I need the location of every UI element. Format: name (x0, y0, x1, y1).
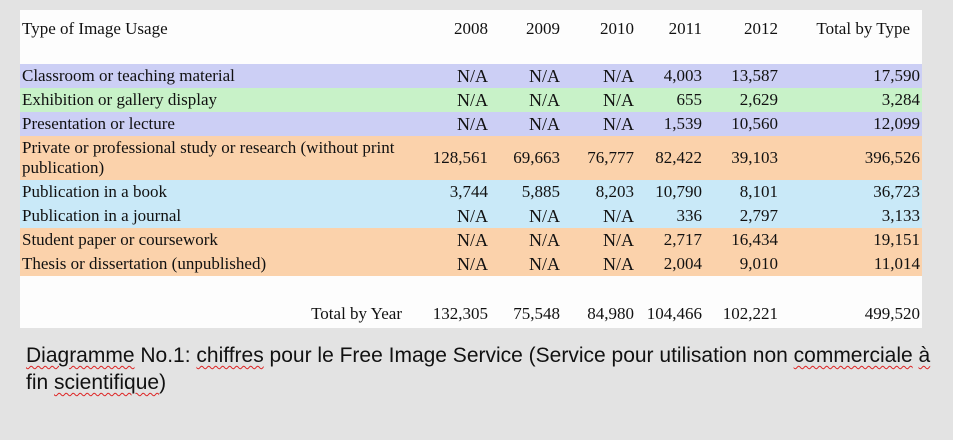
caption-text: pour le Free Image Service (Service pour… (263, 344, 794, 367)
cell-value: N/A (529, 65, 560, 86)
header-year: 2010 (600, 19, 634, 38)
data-table-sheet: Type of Image Usage 2008 2009 2010 2011 … (20, 10, 922, 328)
cell-value: N/A (457, 253, 488, 274)
row-total: 3,133 (881, 206, 920, 225)
row-total: 3,284 (881, 90, 920, 109)
row-label: Presentation or lecture (22, 114, 175, 133)
header-year: 2011 (668, 19, 702, 38)
cell-value: N/A (529, 113, 560, 134)
cell-value: 10,790 (655, 182, 702, 201)
row-label: Exhibition or gallery display (22, 90, 217, 109)
cell-value: 336 (676, 206, 703, 225)
cell-value: 2,004 (663, 254, 702, 273)
header-year: 2009 (526, 19, 560, 38)
row-total: 19,151 (873, 230, 920, 249)
cell-value: 8,203 (595, 182, 634, 201)
cell-value: N/A (529, 89, 560, 110)
row-label: Publication in a journal (22, 206, 182, 225)
table-row: Classroom or teaching material N/A N/A N… (20, 64, 922, 88)
row-total: 396,526 (864, 148, 920, 167)
caption-word: à (918, 344, 931, 367)
header-total: Total by Type (816, 19, 910, 38)
cell-value: N/A (603, 229, 634, 250)
cell-value: 2,629 (739, 90, 778, 109)
table-row: Publication in a journal N/A N/A N/A 336… (20, 204, 922, 228)
year-total: 104,466 (646, 304, 702, 323)
cell-value: N/A (529, 205, 560, 226)
cell-value: N/A (457, 113, 488, 134)
row-label: Thesis or dissertation (unpublished) (22, 254, 267, 273)
cell-value: N/A (603, 89, 634, 110)
cell-value: 16,434 (731, 230, 778, 249)
cell-value: 2,717 (663, 230, 702, 249)
row-label: Student paper or coursework (22, 230, 218, 249)
row-total: 12,099 (873, 114, 920, 133)
header-type: Type of Image Usage (22, 19, 168, 38)
cell-value: 82,422 (655, 148, 702, 167)
caption-word: commerciale (793, 344, 913, 367)
table-row: Exhibition or gallery display N/A N/A N/… (20, 88, 922, 112)
caption-word: Diagramme (26, 344, 135, 367)
cell-value: 655 (676, 90, 703, 109)
cell-value: 4,003 (663, 66, 702, 85)
caption-word: scientifique (54, 371, 160, 394)
header-year: 2012 (744, 19, 778, 38)
year-total: 102,221 (722, 304, 778, 323)
caption-text: No.1: (134, 344, 197, 367)
cell-value: N/A (457, 89, 488, 110)
row-total: 11,014 (873, 254, 920, 273)
row-total: 17,590 (873, 66, 920, 85)
cell-value: N/A (603, 205, 634, 226)
cell-value: N/A (457, 205, 488, 226)
figure-caption: Diagramme No.1: chiffres pour le Free Im… (26, 342, 936, 396)
table-row: Private or professional study or researc… (20, 136, 922, 180)
total-row: Total by Year 132,305 75,548 84,980 104,… (20, 300, 922, 328)
cell-value: N/A (603, 253, 634, 274)
cell-value: 128,561 (432, 148, 488, 167)
table-row: Student paper or coursework N/A N/A N/A … (20, 228, 922, 252)
year-total: 75,548 (513, 304, 560, 323)
cell-value: 8,101 (739, 182, 778, 201)
header-year: 2008 (454, 19, 488, 38)
cell-value: N/A (457, 65, 488, 86)
table-row: Thesis or dissertation (unpublished) N/A… (20, 252, 922, 276)
row-label: Classroom or teaching material (22, 66, 235, 85)
row-label: Private or professional study or researc… (22, 138, 395, 177)
cell-value: 76,777 (587, 148, 634, 167)
cell-value: 10,560 (731, 114, 778, 133)
cell-value: 9,010 (739, 254, 778, 273)
cell-value: 2,797 (739, 206, 778, 225)
cell-value: 3,744 (449, 182, 488, 201)
row-total: 36,723 (873, 182, 920, 201)
year-total: 84,980 (587, 304, 634, 323)
cell-value: 13,587 (731, 66, 778, 85)
cell-value: N/A (457, 229, 488, 250)
table-row: Publication in a book 3,744 5,885 8,203 … (20, 180, 922, 204)
total-label: Total by Year (311, 304, 402, 323)
cell-value: N/A (529, 229, 560, 250)
cell-value: N/A (603, 65, 634, 86)
table-row: Presentation or lecture N/A N/A N/A 1,53… (20, 112, 922, 136)
header-row: Type of Image Usage 2008 2009 2010 2011 … (20, 10, 922, 48)
caption-text: ) (159, 371, 167, 394)
spacer-row (20, 276, 922, 300)
cell-value: 69,663 (513, 148, 560, 167)
cell-value: 39,103 (731, 148, 778, 167)
cell-value: 1,539 (663, 114, 702, 133)
year-total: 132,305 (432, 304, 488, 323)
cell-value: 5,885 (521, 182, 560, 201)
cell-value: N/A (603, 113, 634, 134)
spacer-row (20, 48, 922, 64)
caption-word: chiffres (196, 344, 264, 367)
row-label: Publication in a book (22, 182, 167, 201)
caption-text: fin (26, 371, 55, 394)
cell-value: N/A (529, 253, 560, 274)
image-usage-table: Type of Image Usage 2008 2009 2010 2011 … (20, 10, 922, 328)
grand-total: 499,520 (864, 304, 920, 323)
